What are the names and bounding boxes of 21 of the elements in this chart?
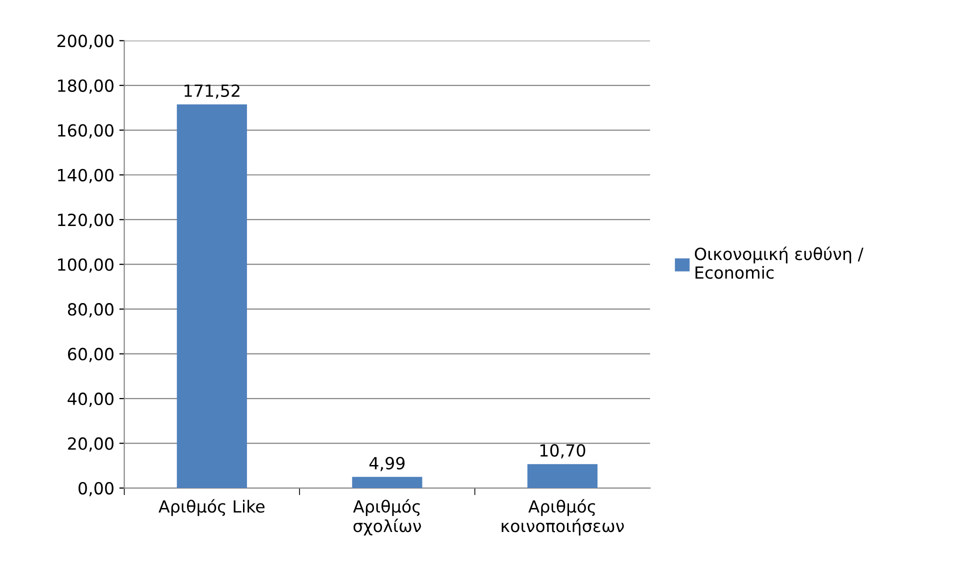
y-tick-label: 140,00 (58, 168, 114, 184)
bar (176, 104, 247, 488)
bar (527, 464, 598, 488)
y-tick-label: 80,00 (68, 303, 114, 318)
y-tick-label: 60,00 (68, 348, 114, 362)
x-tick-label: Αριθμός κοινοποιήσεων (502, 499, 624, 536)
y-tick-label: 180,00 (58, 79, 114, 94)
y-tick-label: 200,00 (57, 34, 114, 49)
data-label: 171,52 (184, 84, 240, 99)
y-tick-label: 100,00 (58, 258, 114, 273)
data-label: 4,99 (369, 456, 405, 472)
y-tick-label: 160,00 (58, 124, 114, 138)
x-tick-label: Αριθμός σχολίων (353, 499, 421, 536)
y-tick-label: 40,00 (68, 392, 114, 407)
x-tick-label: Αριθμός Like (158, 499, 264, 516)
y-tick-label: 20,00 (68, 437, 114, 452)
legend-label: Οικονομική ευθύνη / Economic (694, 246, 864, 279)
y-tick-label: 120,00 (58, 214, 114, 228)
y-tick-label: 0,00 (78, 482, 114, 496)
data-label: 10,70 (540, 444, 586, 458)
bar (352, 476, 422, 488)
